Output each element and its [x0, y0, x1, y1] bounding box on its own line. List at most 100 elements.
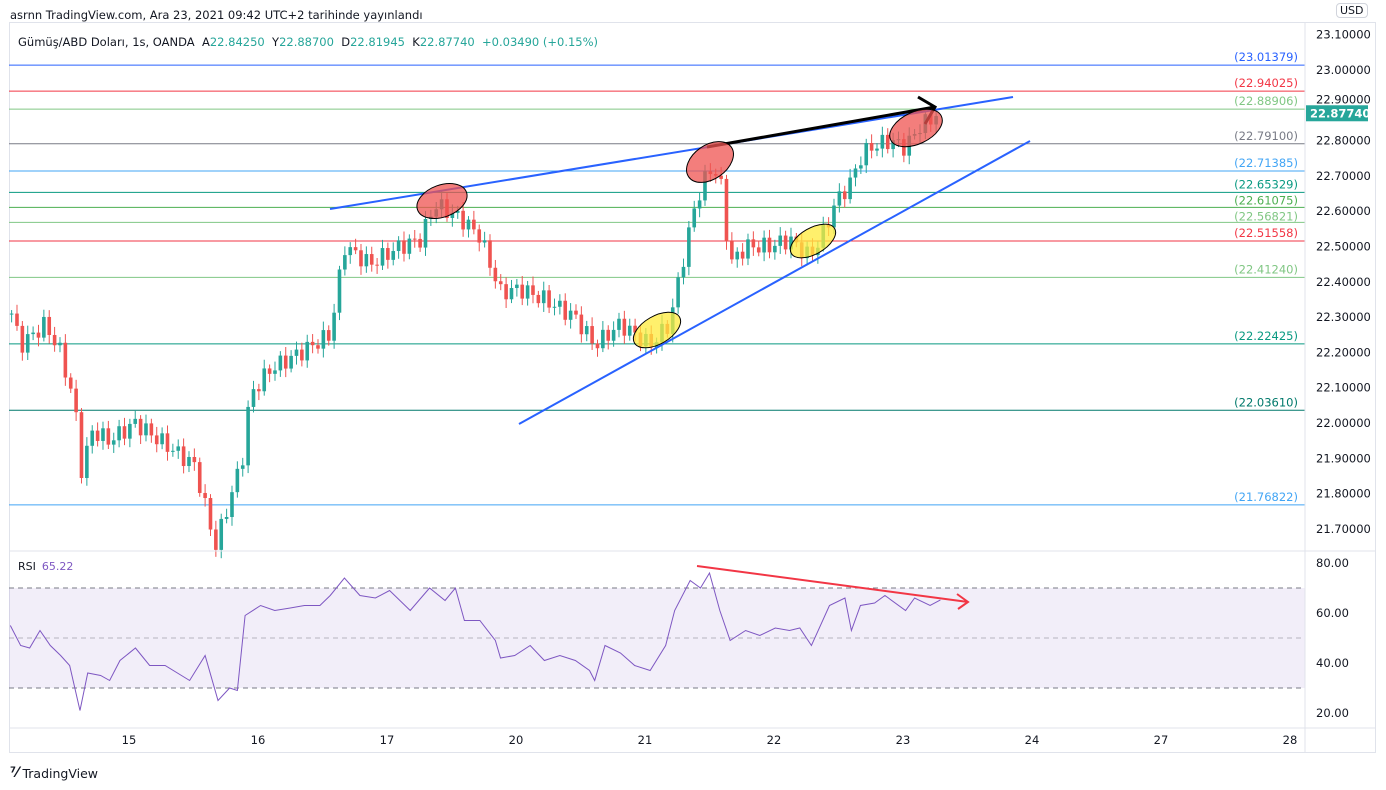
candle [552, 306, 557, 308]
candle [208, 498, 213, 530]
change-value: +0.03490 (+0.15%) [482, 35, 599, 49]
level-label: (22.22425) [1234, 329, 1298, 343]
candle [450, 212, 455, 219]
highlight-yellow-1[interactable] [627, 305, 686, 355]
candle [197, 462, 202, 493]
candle [273, 370, 277, 374]
candle [359, 250, 363, 267]
candle [697, 200, 702, 209]
support-trendline[interactable] [518, 140, 1031, 425]
candle [251, 389, 256, 407]
level-label: (22.41240) [1234, 262, 1298, 276]
price-tick: 23.10000 [1316, 28, 1371, 42]
candle [47, 316, 52, 335]
candle [224, 517, 229, 519]
candle [767, 237, 772, 253]
candle [756, 247, 761, 253]
time-tick: 24 [1025, 733, 1040, 747]
candle [90, 430, 95, 446]
candle [498, 281, 503, 285]
candle [181, 446, 186, 467]
candle [875, 148, 879, 151]
time-tick: 16 [251, 733, 266, 747]
candle [219, 518, 224, 550]
candle [128, 423, 132, 439]
symbol-name[interactable]: Gümüş/ABD Doları, 1s, OANDA [18, 35, 195, 49]
publish-info: asrnn TradingView.com, Ara 23, 2021 09:4… [10, 8, 423, 22]
candle [95, 430, 100, 441]
candle [74, 388, 78, 413]
price-tick: 22.80000 [1316, 134, 1371, 148]
candle [25, 334, 30, 353]
candle [783, 235, 788, 250]
price-tick: 22.10000 [1316, 381, 1371, 395]
chart-frame [9, 22, 1376, 753]
candle [633, 325, 637, 333]
candle [595, 343, 600, 349]
candle [466, 219, 471, 230]
candle [730, 241, 734, 260]
time-tick: 28 [1283, 733, 1298, 747]
price-tick: 21.90000 [1316, 451, 1371, 465]
candle [300, 349, 304, 361]
rsi-divergence-line[interactable] [696, 565, 969, 603]
level-label: (22.03610) [1234, 395, 1298, 409]
currency-badge[interactable]: USD [1336, 3, 1368, 18]
candle [31, 332, 35, 335]
candle [488, 240, 492, 268]
candle [310, 341, 315, 346]
rsi-tick: 40.00 [1316, 656, 1349, 670]
candle [203, 492, 207, 499]
highlight-red-3[interactable] [884, 102, 948, 155]
rsi-tick: 80.00 [1316, 556, 1349, 570]
high-value: 22.88700 [279, 35, 334, 49]
candle [240, 465, 245, 469]
level-label: (21.76822) [1234, 490, 1298, 504]
candle [316, 345, 320, 349]
candle [192, 456, 197, 463]
candle [36, 332, 41, 338]
level-label: (22.51558) [1234, 226, 1298, 240]
candle [531, 285, 535, 295]
low-value: 22.81945 [350, 35, 405, 49]
rsi-label[interactable]: RSI [18, 560, 36, 573]
rsi-divergence-arrow-head [956, 593, 970, 610]
candle [778, 235, 783, 246]
highlight-yellow-2[interactable] [785, 217, 841, 265]
candle [590, 326, 594, 344]
candle [859, 165, 863, 169]
candle [391, 251, 396, 260]
level-label: (22.94025) [1234, 76, 1298, 90]
tradingview-logo[interactable]: ⁷⁄ TradingView [10, 765, 98, 781]
candle [477, 229, 482, 243]
candle [869, 142, 874, 151]
price-tick: 22.40000 [1316, 275, 1371, 289]
candle [584, 326, 589, 335]
candle [509, 288, 514, 300]
black-arrow[interactable] [706, 105, 936, 149]
candle [122, 426, 127, 439]
candle [837, 191, 842, 206]
candle [278, 355, 283, 371]
candle [15, 313, 19, 326]
candle [101, 428, 105, 441]
candle [627, 325, 632, 336]
close-label: K [412, 35, 420, 49]
candle [891, 140, 895, 150]
candle [187, 456, 191, 467]
candle [902, 139, 906, 156]
candle [332, 312, 336, 341]
candle [418, 238, 422, 248]
candle [165, 433, 170, 452]
time-tick: 27 [1154, 733, 1169, 747]
candle [380, 248, 385, 266]
highlight-red-2[interactable] [679, 133, 741, 191]
candle [853, 168, 858, 178]
candle [617, 318, 621, 330]
candle [369, 254, 374, 265]
candle [880, 134, 885, 149]
candle [171, 450, 175, 452]
candle [773, 245, 777, 253]
highlight-red-1[interactable] [412, 177, 472, 225]
